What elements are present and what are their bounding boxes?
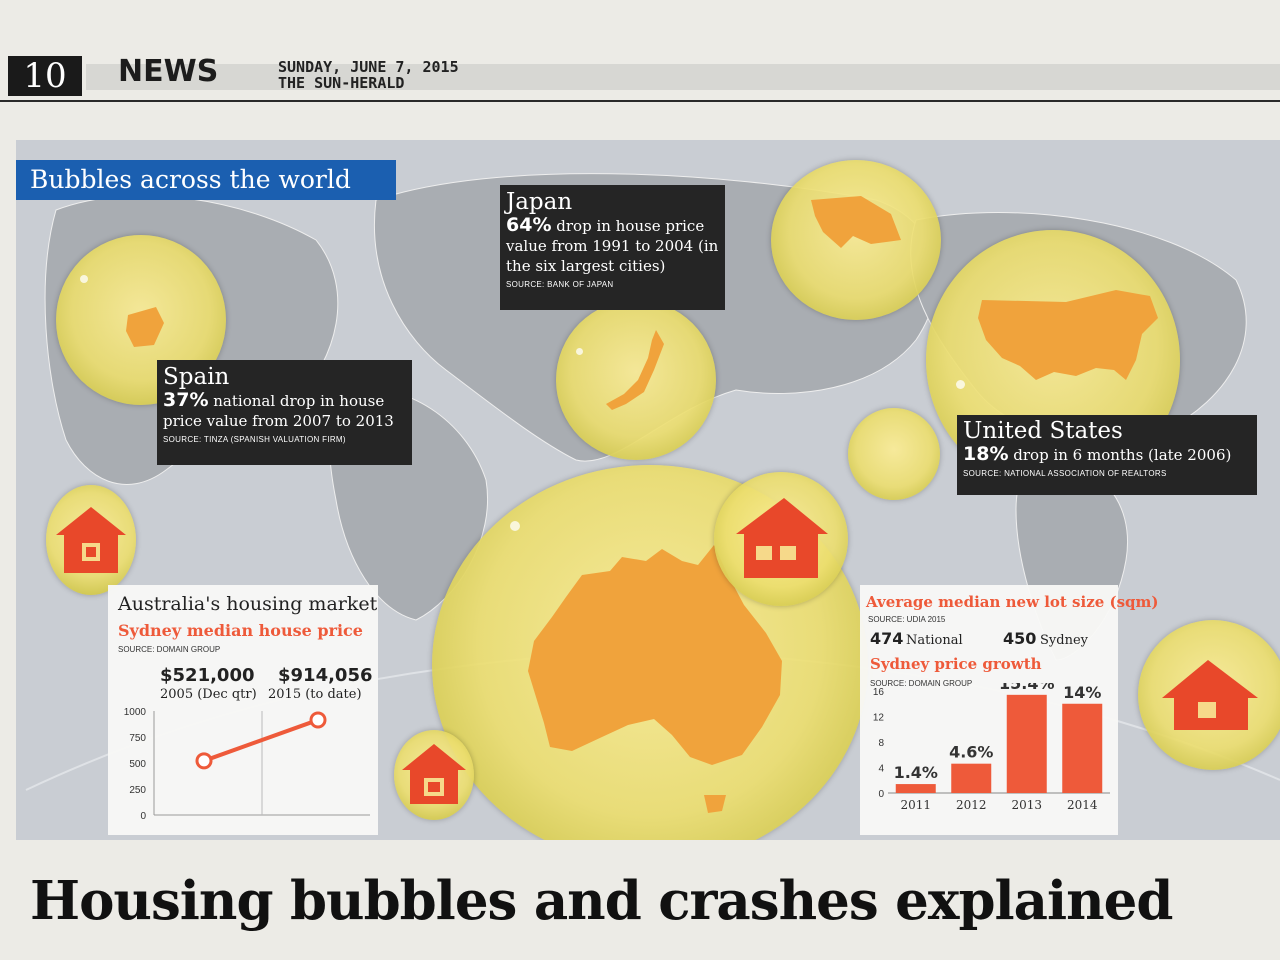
spain-text-2: price value from 2007 to 2013 — [163, 412, 394, 430]
bubble-small — [848, 408, 940, 500]
bar-2014 — [1062, 703, 1103, 793]
price-growth-bar-chart: 16 12 8 4 0 1.4% 2011 4.6% 2012 15.4% 2013 14% 2014 — [873, 683, 1110, 812]
lot-size-source: SOURCE: UDIA 2015 — [868, 615, 946, 624]
australia-panel-subtitle: Sydney median house price — [118, 621, 363, 640]
line-point — [309, 711, 327, 729]
lot-size-panel: Average median new lot size (sqm) SOURCE… — [860, 585, 1158, 835]
bubble-house-bottom — [394, 730, 474, 820]
japan-figure: 64% — [506, 214, 552, 236]
us-text-1: drop in 6 months (late 2006) — [1013, 446, 1232, 464]
australia-panel-source: SOURCE: DOMAIN GROUP — [118, 645, 221, 654]
line-ytick-label: 750 — [129, 733, 146, 744]
callout-japan: Japan 64% drop in house price value from… — [500, 185, 725, 310]
bubble-japan — [556, 300, 716, 460]
bar-ytick-label: 12 — [873, 713, 885, 724]
bar-category-label: 2011 — [900, 798, 931, 812]
spain-source: SOURCE: TINZA (SPANISH VALUATION FIRM) — [163, 435, 346, 444]
spain-shape — [126, 307, 164, 347]
national-lot-label: National — [906, 633, 963, 648]
line-ytick-label: 1000 — [124, 707, 147, 718]
bubble-australia — [432, 465, 868, 840]
bar-2013 — [1006, 694, 1047, 793]
bar-2011 — [895, 784, 936, 793]
russia-shape — [811, 196, 901, 248]
house-icon — [402, 744, 466, 804]
japan-shape — [606, 330, 664, 410]
line-series — [203, 718, 319, 763]
spain-name: Spain — [163, 364, 230, 390]
sydney-lot-label: Sydney — [1040, 633, 1088, 648]
usa-shape — [978, 290, 1158, 380]
bar-2012 — [951, 763, 992, 793]
japan-text-3: the six largest cities) — [506, 257, 666, 275]
bar-ytick-label: 4 — [878, 764, 884, 775]
paper-name: THE SUN-HERALD — [278, 74, 405, 92]
bar-ytick-label: 16 — [873, 687, 885, 698]
us-name: United States — [963, 418, 1123, 444]
bubble-russia — [771, 160, 941, 320]
lot-size-title: Average median new lot size (sqm) — [866, 593, 1159, 611]
japan-text-2: value from 1991 to 2004 (in — [506, 237, 719, 255]
tasmania-shape — [704, 795, 726, 813]
masthead-rule — [0, 100, 1280, 102]
bar-category-label: 2012 — [956, 798, 987, 812]
japan-text-1: drop in house price — [556, 217, 705, 235]
price-growth-title: Sydney price growth — [870, 655, 1042, 673]
label-2005: 2005 (Dec qtr) — [160, 687, 257, 702]
price-growth-source: SOURCE: DOMAIN GROUP — [870, 679, 973, 688]
section-title: Bubbles across the world — [16, 160, 396, 200]
japan-source: SOURCE: BANK OF JAPAN — [506, 280, 614, 289]
line-ytick-label: 0 — [140, 811, 146, 822]
line-ytick-label: 500 — [129, 759, 146, 770]
bar-data-label: 14% — [1063, 683, 1101, 702]
bubble-house-right — [1138, 620, 1280, 770]
japan-text: 64% drop in house price — [506, 215, 719, 236]
bar-data-label: 15.4% — [999, 683, 1055, 693]
bar-category-label: 2013 — [1011, 798, 1042, 812]
bar-category-label: 2014 — [1067, 798, 1098, 812]
japan-name: Japan — [506, 189, 573, 215]
callout-spain: Spain 37% national drop in house price v… — [157, 360, 412, 465]
australia-panel-title: Australia's housing market — [118, 593, 378, 615]
issue-date: SUNDAY, JUNE 7, 2015 — [278, 58, 459, 76]
house-icon — [736, 498, 828, 578]
spain-text-1: national drop in house — [213, 392, 385, 410]
value-2005: $521,000 — [160, 665, 255, 686]
value-2015: $914,056 — [278, 665, 373, 686]
section-name: NEWS — [118, 54, 219, 89]
spain-figure: 37% — [163, 389, 209, 411]
bubble-house-left — [46, 485, 136, 595]
callout-united-states: United States 18% drop in 6 months (late… — [957, 415, 1257, 495]
label-2015: 2015 (to date) — [268, 687, 362, 702]
bar-ytick-label: 8 — [878, 738, 884, 749]
masthead-bar — [86, 64, 1280, 90]
headline: Housing bubbles and crashes explained — [30, 870, 1173, 932]
us-text: 18% drop in 6 months (late 2006) — [963, 444, 1251, 465]
bar-data-label: 1.4% — [894, 763, 938, 782]
australia-shape — [528, 545, 782, 765]
national-lot-value: 474 — [870, 629, 904, 648]
us-source: SOURCE: NATIONAL ASSOCIATION OF REALTORS — [963, 469, 1167, 478]
spain-text: 37% national drop in house — [163, 390, 406, 411]
line-point — [195, 752, 213, 770]
australia-panel: Australia's housing market Sydney median… — [108, 585, 378, 835]
sydney-lot-value: 450 — [1003, 629, 1037, 648]
masthead: 10 NEWS SUNDAY, JUNE 7, 2015 THE SUN-HER… — [0, 40, 1280, 102]
us-figure: 18% — [963, 443, 1009, 465]
line-ytick-label: 250 — [129, 785, 146, 796]
house-icon — [56, 507, 126, 573]
page-number: 10 — [8, 56, 82, 96]
bar-ytick-label: 0 — [878, 789, 884, 800]
bar-data-label: 4.6% — [949, 743, 993, 762]
house-icon — [1162, 660, 1258, 730]
bubble-house-center — [714, 472, 848, 606]
median-price-line-chart: 1000 750 500 250 0 — [124, 707, 370, 822]
